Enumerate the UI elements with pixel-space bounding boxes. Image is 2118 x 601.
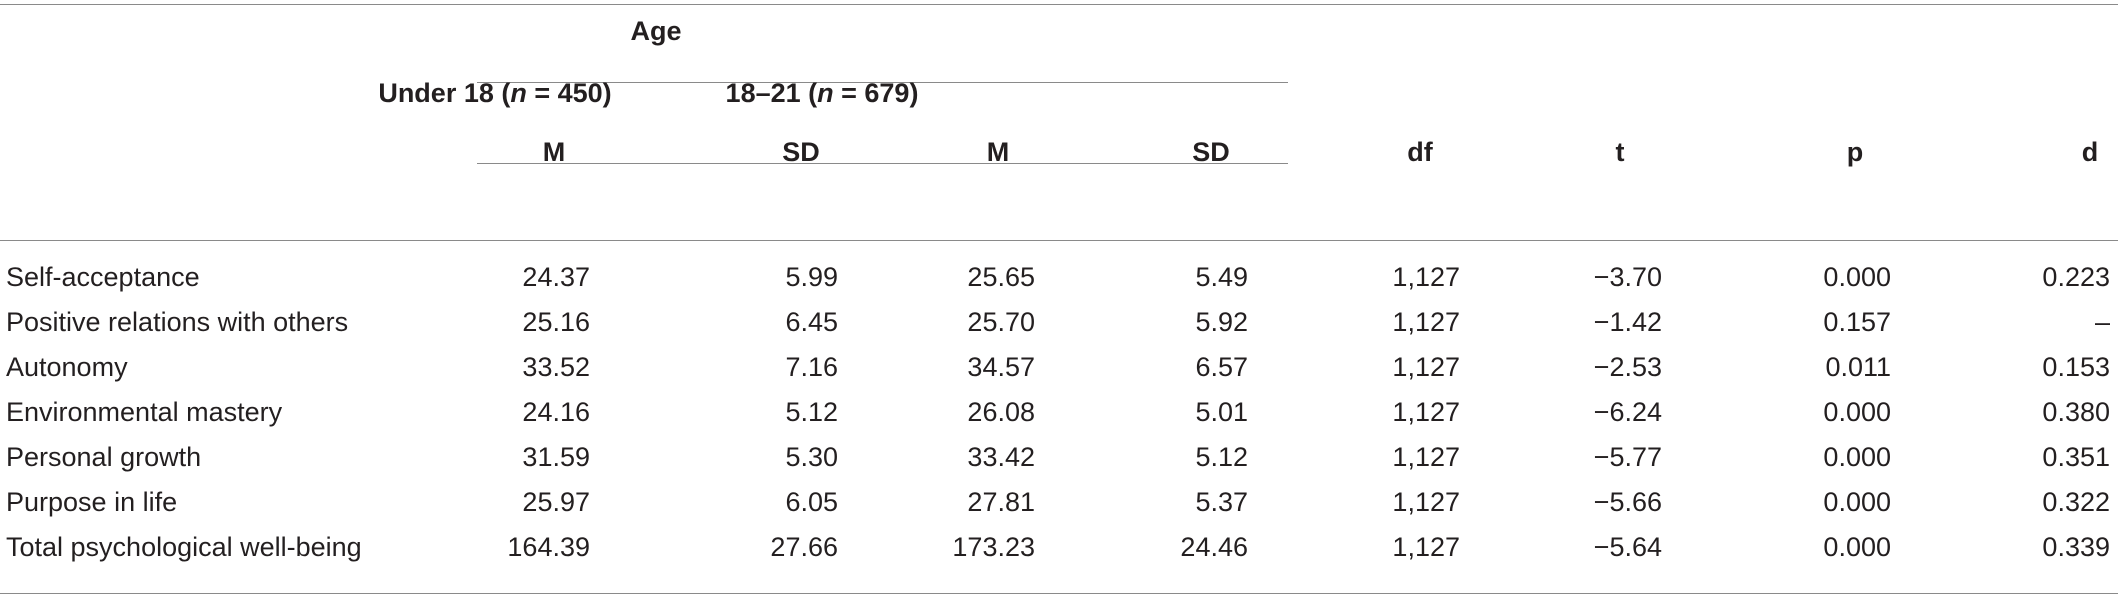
col-header-d: d [2081, 137, 2099, 167]
cell-m-under-18: 24.37 [522, 262, 590, 292]
group-header-under-18-pre: Under 18 ( [378, 78, 511, 108]
cell-df: 1,127 [1392, 442, 1460, 472]
group-header-under-18: Under 18 (n = 450) [378, 78, 611, 108]
cell-d: 0.322 [2042, 487, 2110, 517]
cell-m-under-18: 24.16 [522, 397, 590, 427]
cell-m-18-21: 25.70 [967, 307, 1035, 337]
cell-df: 1,127 [1392, 352, 1460, 382]
cell-sd-under-18: 7.16 [785, 352, 838, 382]
cell-m-under-18: 33.52 [522, 352, 590, 382]
cell-sd-under-18: 27.66 [770, 532, 838, 562]
cell-p: 0.000 [1823, 397, 1891, 427]
cell-sd-18-21: 6.57 [1195, 352, 1248, 382]
cell-sd-under-18: 5.30 [785, 442, 838, 472]
group-header-under-18-post: = 450) [526, 78, 612, 108]
group-header-rule [477, 163, 1288, 164]
cell-m-under-18: 25.97 [522, 487, 590, 517]
cell-sd-18-21: 5.49 [1195, 262, 1248, 292]
cell-p: 0.000 [1823, 262, 1891, 292]
cell-p: 0.000 [1823, 532, 1891, 562]
col-header-t: t [1615, 137, 1625, 167]
age-spanner-rule [477, 82, 1288, 83]
cell-d: 0.223 [2042, 262, 2110, 292]
cell-sd-under-18: 5.12 [785, 397, 838, 427]
cell-m-under-18: 25.16 [522, 307, 590, 337]
row-label: Personal growth [6, 442, 202, 472]
cell-sd-under-18: 5.99 [785, 262, 838, 292]
cell-m-18-21: 26.08 [967, 397, 1035, 427]
cell-t: −2.53 [1593, 352, 1662, 382]
cell-t: −3.70 [1593, 262, 1662, 292]
cell-p: 0.011 [1825, 352, 1891, 382]
col-header-df: df [1407, 137, 1433, 167]
table-bottom-rule [0, 593, 2118, 594]
group-header-under-18-n: n [510, 78, 527, 108]
cell-df: 1,127 [1392, 487, 1460, 517]
col-header-sd-under-18: SD [782, 137, 820, 167]
cell-df: 1,127 [1392, 397, 1460, 427]
cell-t: −6.24 [1593, 397, 1662, 427]
cell-df: 1,127 [1392, 307, 1460, 337]
col-header-p: p [1846, 137, 1864, 167]
cell-p: 0.000 [1823, 487, 1891, 517]
cell-p: 0.000 [1823, 442, 1891, 472]
cell-m-18-21: 33.42 [967, 442, 1035, 472]
column-header-rule [0, 240, 2118, 241]
group-header-18-21-post: = 679) [833, 78, 919, 108]
cell-sd-18-21: 5.37 [1195, 487, 1248, 517]
cell-t: −5.64 [1593, 532, 1662, 562]
row-label: Total psychological well-being [6, 532, 362, 562]
cell-p: 0.157 [1823, 307, 1891, 337]
cell-t: −5.66 [1593, 487, 1662, 517]
cell-d: 0.339 [2042, 532, 2110, 562]
row-label: Autonomy [6, 352, 128, 382]
cell-m-18-21: 25.65 [967, 262, 1035, 292]
cell-m-18-21: 34.57 [967, 352, 1035, 382]
group-header-18-21-n: n [817, 78, 834, 108]
cell-df: 1,127 [1392, 532, 1460, 562]
cell-sd-under-18: 6.05 [785, 487, 838, 517]
cell-sd-18-21: 5.92 [1195, 307, 1248, 337]
col-header-m-18-21: M [986, 137, 1010, 167]
col-header-m-under-18: M [542, 137, 566, 167]
cell-sd-18-21: 5.12 [1195, 442, 1248, 472]
group-header-18-21-pre: 18–21 ( [725, 78, 818, 108]
table-top-rule [0, 4, 2118, 5]
col-header-sd-18-21: SD [1192, 137, 1230, 167]
cell-m-18-21: 173.23 [952, 532, 1035, 562]
row-label: Environmental mastery [6, 397, 283, 427]
cell-df: 1,127 [1392, 262, 1460, 292]
cell-m-18-21: 27.81 [967, 487, 1035, 517]
row-label: Purpose in life [6, 487, 178, 517]
cell-d: – [2094, 307, 2110, 337]
cell-t: −5.77 [1593, 442, 1662, 472]
cell-m-under-18: 31.59 [522, 442, 590, 472]
cell-m-under-18: 164.39 [507, 532, 590, 562]
cell-d: 0.351 [2042, 442, 2110, 472]
row-label: Self-acceptance [6, 262, 200, 292]
cell-sd-18-21: 5.01 [1195, 397, 1248, 427]
cell-t: −1.42 [1593, 307, 1662, 337]
cell-sd-18-21: 24.46 [1180, 532, 1248, 562]
row-label: Positive relations with others [6, 307, 349, 337]
cell-sd-under-18: 6.45 [785, 307, 838, 337]
cell-d: 0.153 [2042, 352, 2110, 382]
group-header-18-21: 18–21 (n = 679) [726, 78, 919, 108]
age-spanner-header: Age [630, 16, 682, 46]
cell-d: 0.380 [2042, 397, 2110, 427]
